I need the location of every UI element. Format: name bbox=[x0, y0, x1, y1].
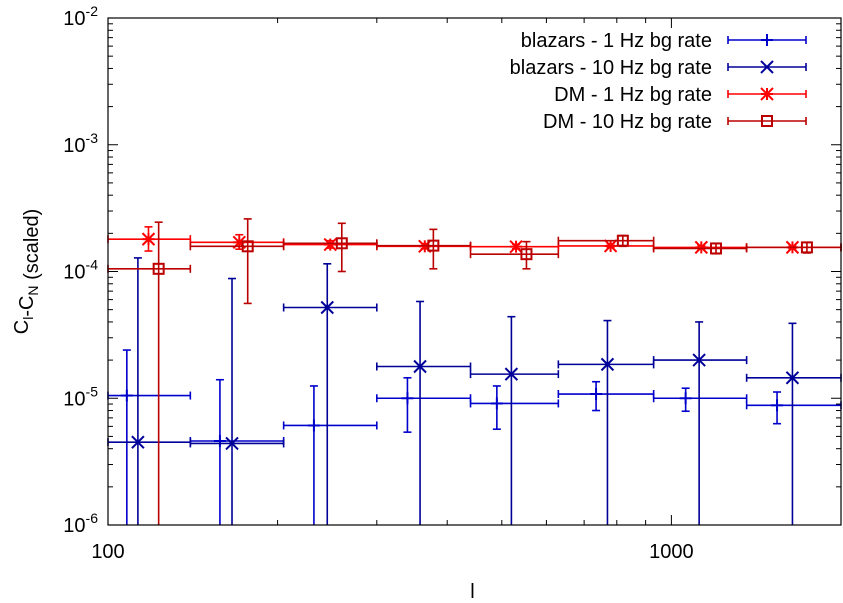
point-marker bbox=[427, 239, 440, 252]
point-marker bbox=[785, 371, 800, 385]
data-point bbox=[189, 378, 285, 525]
y-tick-label: 10-3 bbox=[63, 130, 98, 157]
x-axis-title: l bbox=[470, 581, 474, 603]
legend: blazars - 1 Hz bg rate blazars - 10 Hz bg… bbox=[510, 30, 807, 133]
point-marker bbox=[323, 237, 337, 252]
data-point bbox=[652, 387, 748, 413]
point-marker bbox=[413, 359, 427, 374]
data-point bbox=[376, 228, 472, 270]
point-marker bbox=[679, 392, 692, 405]
legend-marker bbox=[761, 34, 773, 46]
data-point bbox=[376, 300, 472, 525]
point-marker bbox=[590, 388, 603, 401]
data-point bbox=[469, 239, 560, 254]
y-tick-label: 10-4 bbox=[63, 257, 98, 284]
data-point bbox=[282, 222, 378, 273]
plot-frame bbox=[107, 17, 842, 526]
data-point bbox=[107, 221, 192, 525]
point-marker bbox=[131, 435, 145, 449]
y-tick-label: 10-5 bbox=[63, 383, 98, 410]
point-marker bbox=[504, 367, 519, 381]
data-point bbox=[557, 239, 655, 253]
point-marker bbox=[616, 234, 629, 247]
data-point bbox=[469, 240, 560, 270]
data-point bbox=[557, 319, 655, 525]
data-point bbox=[282, 237, 378, 252]
data-point bbox=[282, 385, 378, 525]
data-point bbox=[469, 315, 560, 525]
legend-marker bbox=[761, 115, 773, 127]
data-point bbox=[189, 218, 285, 305]
legend-entry: DM - 1 Hz bg rate bbox=[554, 84, 807, 106]
data-point bbox=[107, 226, 192, 252]
y-tick-label: 10-2 bbox=[63, 3, 98, 30]
point-marker bbox=[710, 242, 723, 255]
x-tick-label: 100 bbox=[91, 541, 124, 563]
x-tick-label: 1000 bbox=[649, 541, 694, 563]
legend-label: blazars - 10 Hz bg rate bbox=[510, 57, 712, 79]
legend-label: blazars - 1 Hz bg rate bbox=[521, 30, 712, 52]
point-marker bbox=[509, 239, 523, 254]
legend-marker bbox=[760, 60, 774, 74]
y-axis-title: Cl-CN (scaled) bbox=[11, 209, 43, 335]
series-3 bbox=[107, 226, 842, 255]
data-point bbox=[652, 240, 748, 255]
data-point bbox=[107, 349, 192, 525]
point-marker bbox=[771, 399, 784, 412]
data-point bbox=[745, 322, 842, 525]
point-marker bbox=[603, 239, 618, 253]
series-2 bbox=[107, 257, 842, 525]
point-marker bbox=[335, 237, 348, 250]
series-layer bbox=[107, 218, 842, 525]
data-point bbox=[469, 385, 560, 430]
point-marker bbox=[213, 434, 226, 447]
point-marker bbox=[401, 392, 414, 405]
point-marker bbox=[152, 262, 165, 275]
legend-entry: DM - 10 Hz bg rate bbox=[543, 111, 807, 133]
data-point bbox=[745, 241, 842, 254]
series-1 bbox=[107, 349, 842, 525]
point-marker bbox=[520, 248, 533, 261]
axes: 10-6 10-5 10-4 10-3 10-2 100 1000 bbox=[63, 3, 842, 563]
data-point bbox=[557, 380, 655, 412]
data-point bbox=[107, 257, 192, 525]
legend-label: DM - 1 Hz bg rate bbox=[554, 84, 712, 106]
legend-label: DM - 10 Hz bg rate bbox=[543, 111, 712, 133]
axis-labels: l Cl-CN (scaled) bbox=[11, 209, 475, 603]
y-tick-label: 10-6 bbox=[63, 510, 98, 537]
point-marker bbox=[241, 240, 254, 253]
point-marker bbox=[694, 240, 709, 255]
data-point bbox=[745, 391, 842, 425]
series-4 bbox=[107, 218, 842, 525]
point-marker bbox=[600, 357, 615, 372]
point-marker bbox=[120, 389, 133, 402]
legend-entry: blazars - 10 Hz bg rate bbox=[510, 57, 807, 79]
data-point bbox=[652, 321, 748, 525]
data-point bbox=[189, 277, 285, 525]
data-point bbox=[557, 234, 655, 248]
point-marker bbox=[490, 397, 503, 410]
point-marker bbox=[320, 300, 334, 315]
point-marker bbox=[141, 232, 156, 246]
plot-border bbox=[107, 17, 842, 526]
data-point bbox=[376, 376, 472, 433]
legend-marker bbox=[760, 87, 774, 101]
legend-entry: blazars - 1 Hz bg rate bbox=[521, 30, 807, 52]
point-marker bbox=[800, 241, 813, 254]
point-marker bbox=[307, 419, 320, 432]
data-point bbox=[282, 263, 378, 525]
point-marker bbox=[225, 436, 239, 451]
point-marker bbox=[692, 353, 706, 367]
